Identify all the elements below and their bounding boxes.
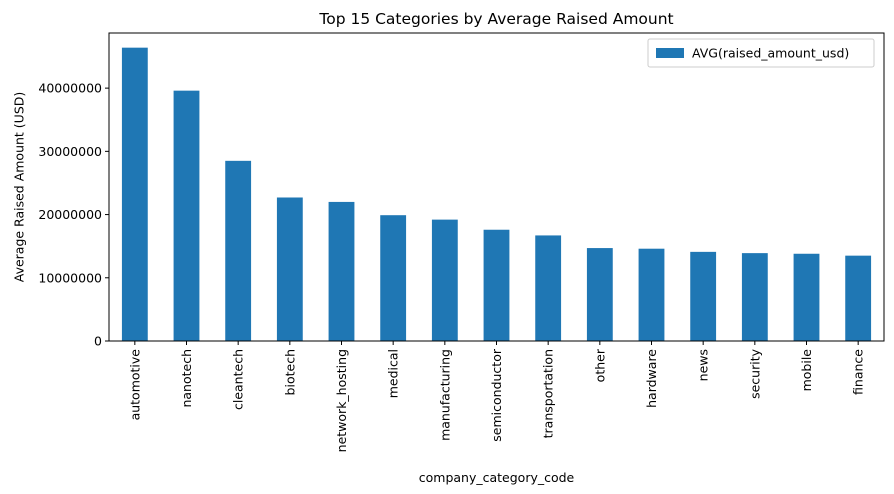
bar-cleantech [225, 160, 252, 341]
y-tick-label: 40000000 [38, 81, 102, 96]
bar-transportation [535, 235, 562, 341]
y-axis-label: Average Raised Amount (USD) [12, 92, 27, 283]
x-tick-label: medical [386, 349, 401, 398]
legend-label: AVG(raised_amount_usd) [692, 46, 849, 61]
x-tick-label: transportation [541, 349, 556, 438]
x-tick-label: security [747, 348, 762, 399]
bar-security [741, 253, 768, 341]
bar-automotive [121, 47, 148, 342]
y-tick-label: 0 [94, 334, 102, 349]
bar-biotech [276, 197, 303, 341]
x-tick-label: other [592, 348, 607, 382]
chart-title: Top 15 Categories by Average Raised Amou… [318, 10, 673, 28]
y-tick-label: 10000000 [38, 270, 102, 285]
bar-other [586, 248, 613, 341]
bar-manufacturing [431, 219, 458, 341]
y-tick-label: 30000000 [38, 144, 102, 159]
bar-nanotech [173, 90, 200, 341]
x-tick-label: finance [851, 349, 866, 395]
bar-mobile [793, 253, 820, 341]
x-tick-label: cleantech [231, 349, 246, 410]
bar-news [690, 251, 717, 341]
bar-semiconductor [483, 229, 510, 341]
x-tick-label: semiconductor [489, 348, 504, 442]
bar-network_hosting [328, 201, 355, 341]
legend-swatch [656, 48, 684, 58]
bar-hardware [638, 248, 665, 341]
bar-finance [845, 255, 872, 341]
y-tick-label: 20000000 [38, 207, 102, 222]
y-axis: 0 10000000 20000000 30000000 40000000 [38, 81, 109, 349]
x-axis: automotive nanotech cleantech biotech networ… [127, 341, 866, 452]
x-tick-label: mobile [799, 349, 814, 392]
x-tick-label: nanotech [179, 349, 194, 408]
x-axis-label: company_category_code [419, 470, 575, 485]
x-tick-label: news [696, 349, 711, 381]
bar-medical [380, 215, 407, 341]
x-tick-label: biotech [282, 349, 297, 395]
x-tick-label: manufacturing [437, 349, 452, 441]
x-tick-label: network_hosting [334, 349, 349, 452]
plot-area [121, 47, 872, 342]
x-tick-label: automotive [127, 349, 142, 421]
legend-box [647, 38, 875, 68]
x-tick-label: hardware [644, 349, 659, 408]
legend: AVG(raised_amount_usd) [647, 38, 875, 68]
